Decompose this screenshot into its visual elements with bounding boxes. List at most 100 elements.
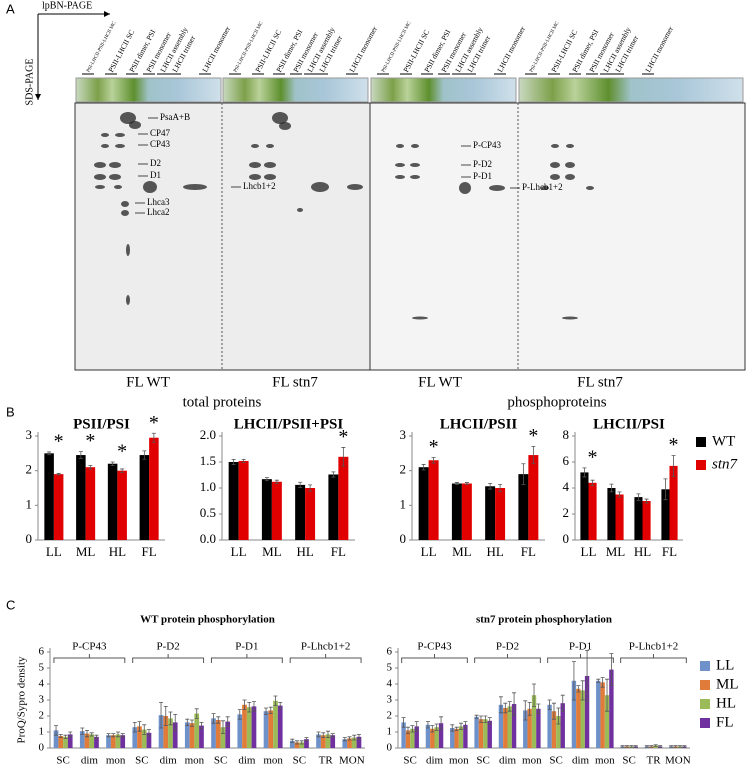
error-bar: [199, 722, 204, 730]
bar: [328, 474, 339, 540]
error-bar: [617, 491, 622, 498]
error-bar: [58, 734, 63, 738]
gel-spot: [115, 133, 125, 137]
gel-spot: [279, 122, 291, 130]
chart-title: LHCII/PSII+PSI: [234, 416, 344, 432]
bar: [53, 730, 59, 748]
x-axis-label: lpBN-PAGE: [42, 0, 92, 11]
error-bar: [137, 721, 142, 732]
bar: [199, 725, 204, 748]
y-tick-label: 2: [39, 710, 45, 722]
bar: [194, 713, 200, 748]
bar: [454, 728, 459, 748]
gel-spot: [562, 316, 578, 320]
bar: [642, 501, 651, 540]
error-bar: [633, 745, 638, 748]
y-tick-label: 2: [26, 462, 33, 477]
error-bar: [290, 738, 295, 743]
bar: [474, 716, 479, 748]
gel-spot: [311, 182, 329, 192]
x-tick-label: HL: [486, 544, 503, 559]
x-tick-label: TR: [319, 755, 334, 767]
gel-strip: [75, 77, 222, 103]
bar: [485, 486, 496, 540]
error-bar: [463, 721, 468, 729]
gel-spot: [565, 162, 575, 168]
gel-spot: [395, 175, 405, 179]
y-tick-label: 6: [387, 646, 393, 658]
legend-swatch: [696, 460, 706, 470]
bar: [487, 720, 492, 748]
bar: [63, 736, 68, 748]
error-bar: [347, 736, 352, 741]
bar: [634, 497, 643, 540]
error-bar: [299, 740, 304, 745]
error-bar: [644, 498, 649, 504]
error-bar: [331, 471, 336, 478]
gel-spot: [101, 133, 109, 137]
bar: [53, 474, 64, 540]
bar: [106, 735, 111, 748]
x-tick-label: SC: [293, 755, 306, 767]
gel-strip: [518, 77, 744, 103]
error-bar: [673, 745, 678, 748]
y-tick-label: 6: [39, 646, 45, 658]
bar: [584, 676, 590, 748]
bar: [330, 735, 336, 748]
y-tick-label: 6: [563, 453, 570, 468]
y-tick-label: 0: [563, 531, 570, 546]
bar: [158, 715, 164, 748]
group-label: P-D1: [569, 641, 592, 653]
error-bar: [54, 725, 59, 736]
bar: [163, 716, 169, 748]
column-label: LHCII monomer: [643, 24, 675, 73]
bar: [463, 724, 468, 748]
bar: [44, 453, 54, 540]
bar: [588, 482, 597, 540]
error-bar: [649, 745, 654, 748]
error-bar: [185, 718, 190, 726]
x-tick-label: SC: [135, 755, 148, 767]
bar: [263, 711, 269, 748]
x-tick-label: LL: [421, 544, 437, 559]
gel-spot: [412, 316, 428, 320]
group-label: P-D1: [235, 641, 258, 653]
error-bar: [624, 745, 629, 748]
error-bar: [85, 730, 90, 738]
error-bar: [330, 733, 335, 738]
error-bar: [146, 729, 151, 737]
significance-star: *: [54, 431, 64, 453]
bar: [149, 437, 159, 540]
error-bar: [342, 737, 347, 742]
error-bar: [682, 745, 687, 748]
chart-title: stn7 protein phosphorylation: [476, 614, 612, 626]
group-label: P-CP43: [72, 641, 107, 653]
section-label: phosphoproteins: [507, 394, 606, 410]
legend-label: HL: [716, 695, 736, 711]
error-bar: [439, 716, 444, 730]
bar: [261, 479, 272, 540]
gel-panel: [74, 102, 746, 371]
significance-star: *: [429, 436, 439, 458]
bar: [604, 695, 610, 748]
bar: [347, 738, 352, 748]
legend-swatch: [700, 718, 710, 728]
protein-label: Lhca2: [147, 207, 170, 217]
gel-spot: [94, 174, 106, 180]
bar: [527, 708, 532, 748]
error-bar: [316, 731, 321, 738]
x-tick-label: TR: [646, 755, 661, 767]
error-bar: [88, 465, 93, 470]
error-bar: [111, 733, 116, 738]
protein-label: P-Lhcb1+2: [522, 182, 563, 192]
x-tick-label: mon: [185, 755, 205, 767]
bar: [551, 711, 557, 748]
error-bar: [247, 702, 252, 713]
error-bar: [120, 468, 125, 473]
significance-star: *: [338, 426, 348, 448]
error-bar: [503, 702, 508, 714]
x-tick-label: FL: [521, 544, 536, 559]
protein-label: D2: [150, 158, 161, 168]
bar: [498, 704, 504, 748]
error-bar: [47, 451, 52, 456]
